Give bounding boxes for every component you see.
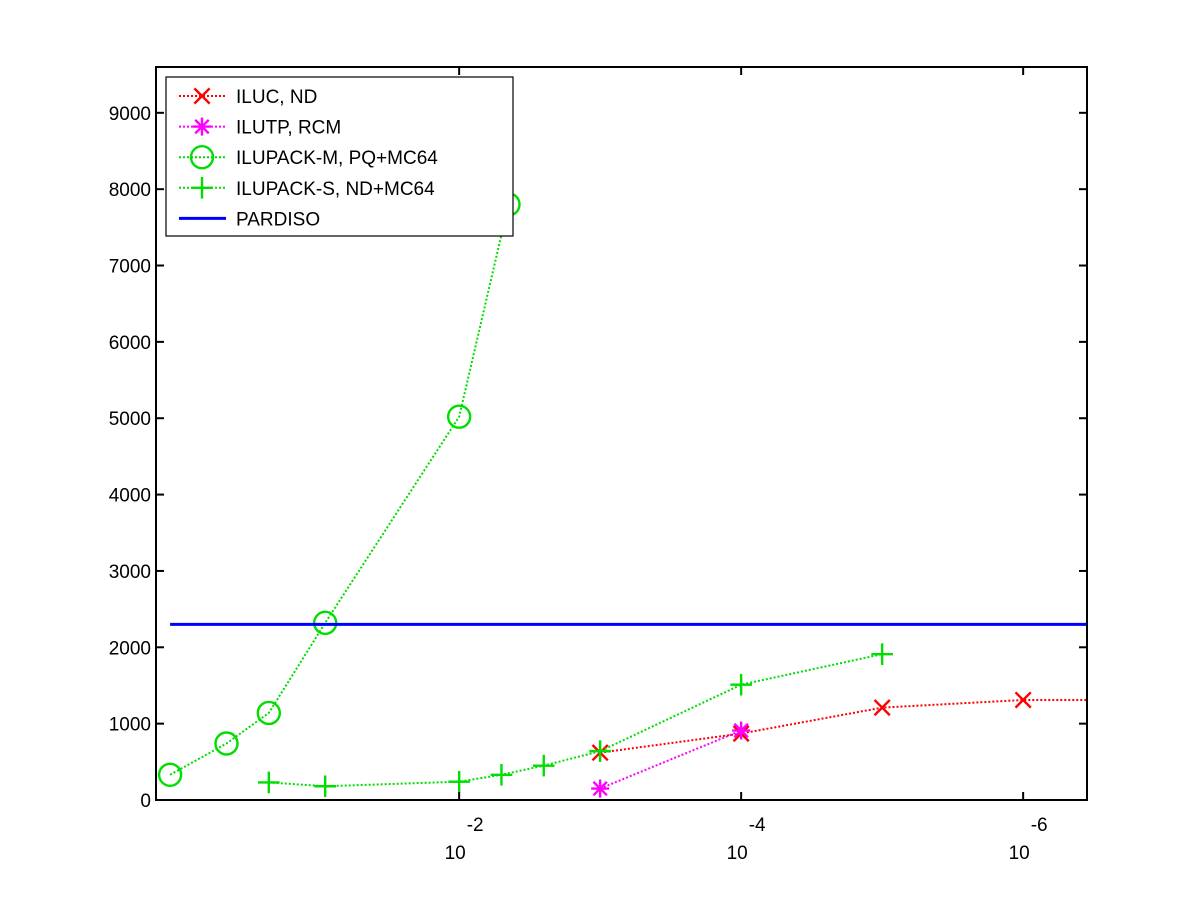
data-point-1-0 (591, 779, 610, 798)
legend-label: ILUPACK-M, PQ+MC64 (236, 148, 438, 169)
series-layer (157, 192, 1087, 798)
data-point-2-0 (157, 762, 183, 788)
data-point-3-1 (314, 775, 336, 798)
legend-item-4: PARDISO (179, 209, 320, 230)
x-tick-base: 10 (1009, 843, 1030, 864)
legend-item-2: ILUPACK-M, PQ+MC64 (179, 144, 438, 170)
series-line-3 (268, 653, 883, 788)
data-point-3-2 (448, 770, 470, 793)
legend-marker (193, 117, 211, 136)
y-tick-label: 2000 (109, 638, 151, 659)
data-point-2-4 (446, 404, 472, 429)
x-tick-exponent: -4 (749, 815, 766, 836)
y-tick-label: 3000 (109, 562, 151, 583)
legend-item-3: ILUPACK-S, ND+MC64 (179, 177, 435, 200)
data-point-2-1 (214, 731, 239, 756)
data-point-1-1 (732, 721, 751, 740)
x-tick-base: 10 (445, 843, 466, 864)
legend-label: ILUTP, RCM (236, 118, 341, 139)
series-line-1 (599, 729, 742, 790)
legend-label: ILUPACK-S, ND+MC64 (236, 179, 435, 200)
legend-box (165, 76, 514, 237)
x-tick-exponent: -6 (1031, 815, 1048, 836)
y-tick-label: 4000 (109, 486, 151, 507)
data-point-3-7 (871, 643, 893, 665)
series-1 (591, 721, 751, 798)
data-point-3-4 (532, 754, 555, 777)
y-tick-label: 9000 (109, 104, 151, 125)
data-point-2-3 (313, 610, 338, 636)
plot-frame (155, 66, 1088, 801)
data-point-3-5 (589, 740, 611, 762)
y-tick-label: 1000 (109, 715, 151, 736)
data-point-2-2 (256, 700, 281, 726)
legend-label: PARDISO (236, 209, 320, 230)
series-3 (258, 643, 893, 798)
x-tick-base: 10 (727, 843, 748, 864)
data-point-0-3 (1014, 691, 1032, 709)
axes-layer: 0100020003000400050006000700080009000-21… (109, 67, 1087, 864)
data-point-3-3 (490, 764, 513, 786)
y-tick-label: 8000 (109, 180, 151, 201)
legend-marker (189, 144, 215, 170)
legend-item-1: ILUTP, RCM (179, 117, 341, 139)
y-tick-label: 6000 (109, 333, 151, 354)
legend-marker (191, 177, 213, 199)
data-point-0-2 (873, 699, 891, 717)
legend-item-0: ILUC, ND (179, 87, 317, 108)
y-tick-label: 0 (140, 791, 151, 812)
data-point-3-0 (258, 771, 280, 794)
y-tick-label: 5000 (109, 409, 151, 430)
legend-label: ILUC, ND (236, 87, 317, 108)
y-tick-label: 7000 (109, 257, 151, 278)
x-tick-exponent: -2 (467, 815, 484, 836)
data-point-3-6 (730, 673, 752, 696)
legend-marker (193, 87, 211, 105)
legend: ILUC, ND ILUTP, RCM ILUPACK-M, PQ+MC64 ILUP… (165, 76, 514, 237)
